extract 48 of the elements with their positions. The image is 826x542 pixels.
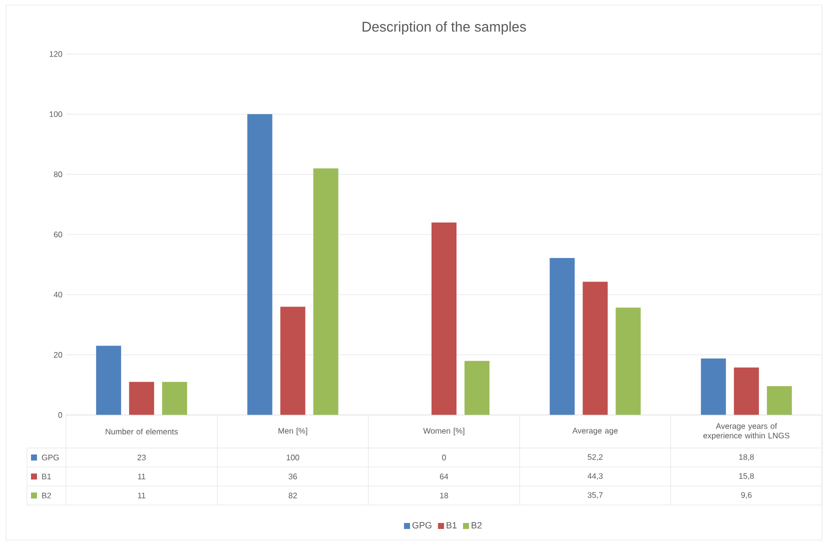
x-tick-label: Average years of experience within LNGS [703, 423, 790, 440]
data-label: 0 [442, 454, 446, 460]
text: B2 [42, 492, 51, 498]
bar [280, 306, 306, 415]
data-label: 35,7 [588, 492, 603, 499]
text: GPG [412, 522, 432, 528]
bar [313, 168, 338, 415]
y-tick-label: 120 [50, 51, 62, 57]
bar [766, 386, 792, 415]
bar [162, 382, 188, 415]
data-label: 23 [138, 454, 146, 460]
data-label: 18,8 [739, 454, 754, 461]
data-label: 44,3 [588, 473, 603, 480]
bar [734, 367, 759, 415]
bar [96, 346, 122, 415]
y-tick-label: 60 [54, 232, 62, 238]
x-tick-label: Average age [572, 428, 618, 436]
data-label: 11 [138, 492, 146, 498]
y-tick-label: 80 [54, 172, 62, 178]
bar [550, 258, 575, 415]
data-label: 15,8 [739, 473, 754, 480]
x-tick-label: Men [%] [278, 428, 308, 436]
x-tick-label: Women [%] [423, 428, 464, 436]
bar [700, 358, 726, 415]
y-tick-label: 40 [54, 292, 62, 298]
data-label: 82 [288, 492, 297, 498]
data-label: 11 [138, 474, 146, 480]
bar [247, 114, 272, 415]
legend-label: GPG [42, 454, 59, 460]
data-label: 36 [288, 474, 297, 480]
chart-title: Description of the samples [362, 21, 526, 34]
data-label: 52,2 [588, 454, 603, 461]
x-tick-label: Number of elements [106, 428, 178, 434]
legend-label: B2 [472, 522, 482, 528]
bar [464, 360, 490, 415]
bar [616, 308, 641, 415]
data-label: 64 [440, 474, 448, 480]
y-tick-label: 0 [58, 412, 62, 418]
text: B1 [446, 522, 457, 528]
data-label: 18 [440, 492, 448, 498]
data-label: 100 [286, 454, 300, 460]
bar [129, 382, 154, 415]
y-tick-label: 20 [54, 352, 62, 358]
legend-label: B1 [42, 474, 51, 480]
y-tick-label: 100 [50, 111, 62, 117]
bar [582, 282, 608, 415]
bar [432, 222, 457, 415]
data-label: 9,6 [741, 492, 752, 499]
